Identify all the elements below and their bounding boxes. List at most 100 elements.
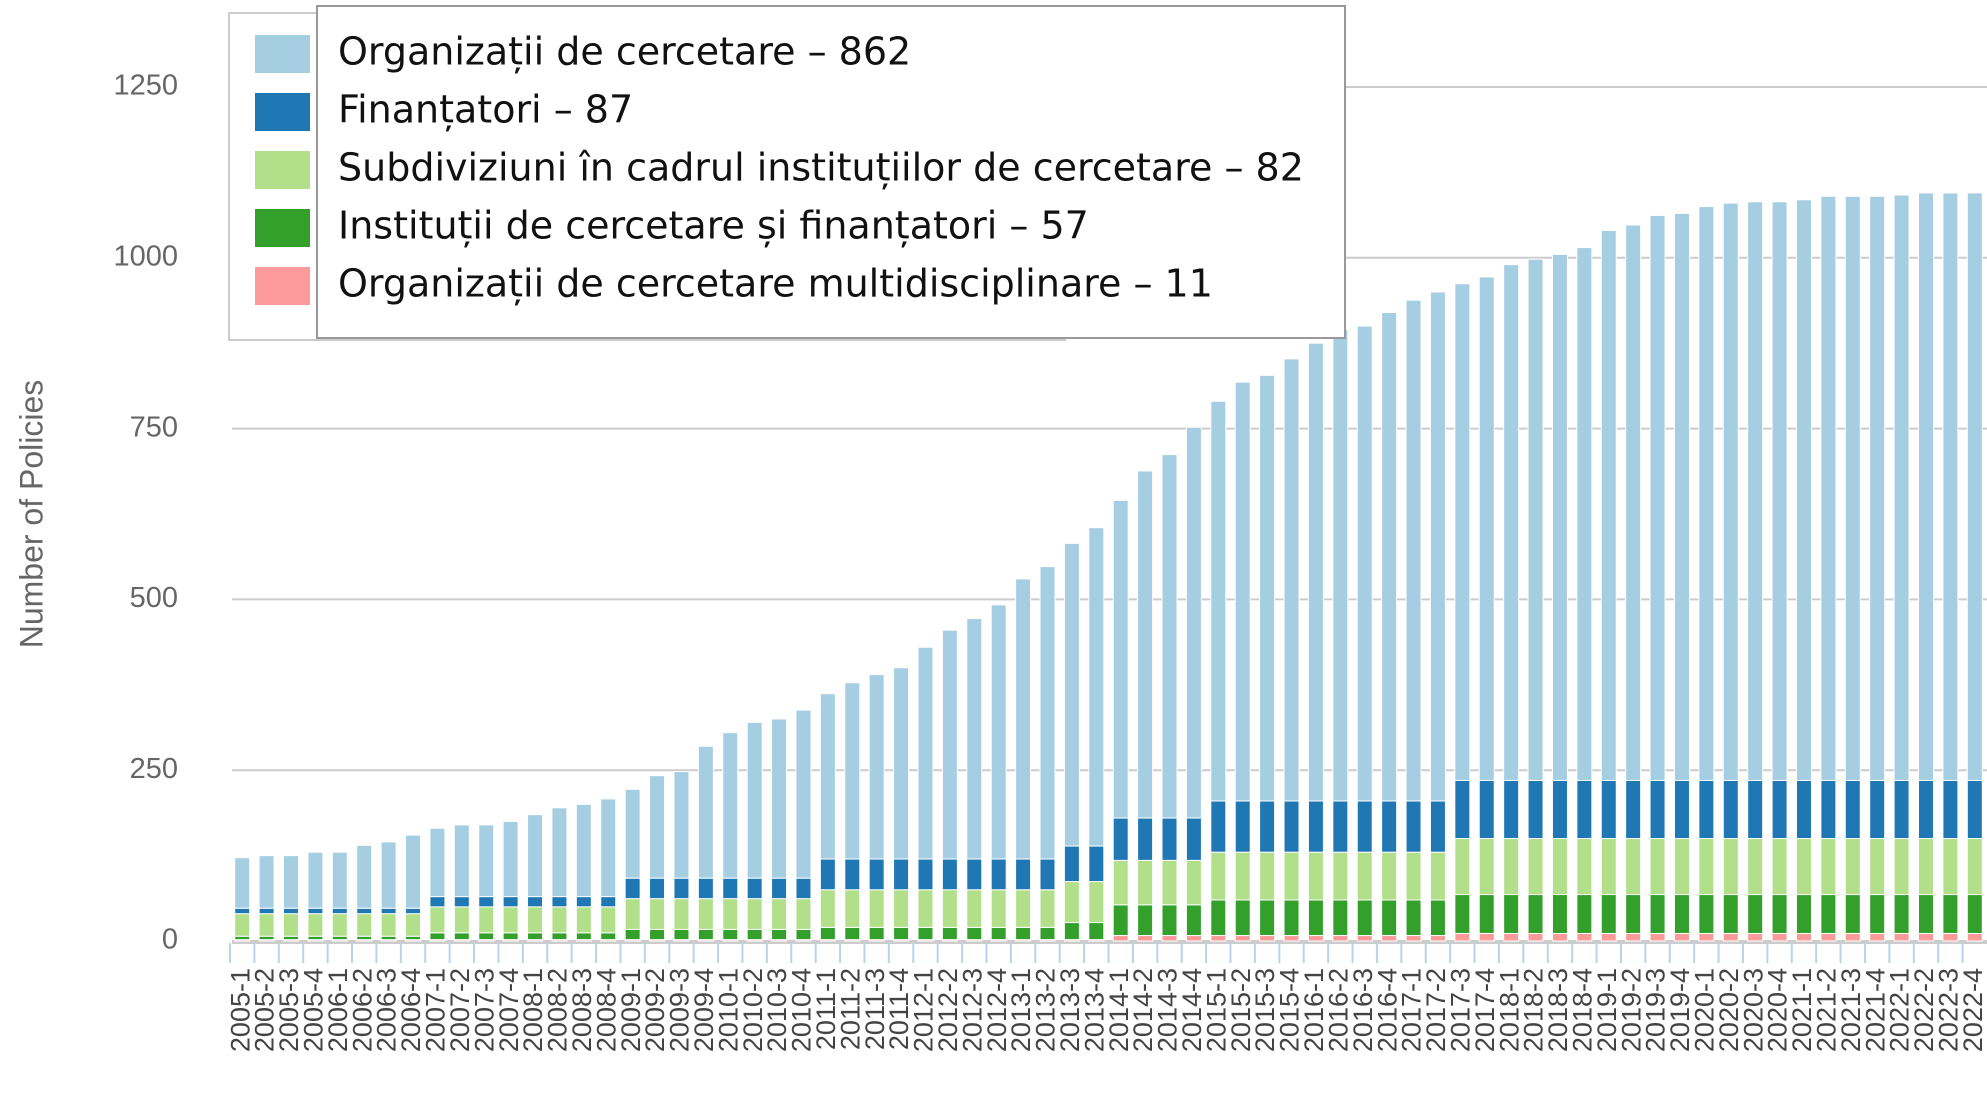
bar-segment	[1673, 779, 1690, 840]
bar-segment	[1015, 858, 1032, 891]
bar-segment	[1039, 858, 1056, 891]
bar-segment	[405, 907, 422, 915]
bar-segment	[1478, 932, 1495, 942]
bar-segment	[1820, 932, 1837, 942]
bar-segment	[551, 896, 568, 908]
x-tick-label: 2022-1	[1885, 968, 1915, 1052]
bar-segment	[1698, 894, 1715, 934]
legend-swatch	[255, 209, 310, 247]
bar-segment	[893, 889, 910, 928]
x-tick-label: 2014-3	[1153, 968, 1183, 1052]
bar-segment	[1283, 899, 1300, 937]
x-tick-label: 2010-3	[762, 968, 792, 1052]
x-tick-label: 2016-4	[1372, 968, 1402, 1052]
bar-segment	[1893, 838, 1910, 896]
bar-segment	[1063, 922, 1080, 941]
bar-segment	[1405, 800, 1422, 853]
bar-segment	[1503, 264, 1520, 781]
bar-segment	[990, 889, 1007, 928]
bar-segment	[1673, 838, 1690, 896]
bar-segment	[1917, 779, 1934, 840]
bar-segment	[746, 898, 763, 930]
bar-segment	[1551, 253, 1568, 781]
bar-segment	[453, 906, 470, 934]
bar-segment	[1576, 894, 1593, 934]
x-tick-label: 2008-1	[518, 968, 548, 1052]
x-tick-label: 2022-2	[1909, 968, 1939, 1052]
x-tick-label: 2005-1	[225, 968, 255, 1052]
bar-segment	[673, 898, 690, 930]
bar-segment	[1966, 932, 1983, 942]
x-tick-label: 2011-3	[860, 968, 890, 1050]
x-tick-label: 2018-1	[1494, 968, 1524, 1052]
bar-segment	[1137, 935, 1154, 942]
x-tick-label: 2007-3	[469, 968, 499, 1052]
bar-segment	[990, 858, 1007, 891]
bar-segment	[868, 889, 885, 928]
x-tick-label: 2009-4	[689, 968, 719, 1052]
bar-segment	[624, 877, 641, 900]
bar-segment	[1210, 851, 1227, 901]
x-tick-label: 2019-3	[1641, 968, 1671, 1052]
bar-segment	[1917, 838, 1934, 896]
bar-segment	[356, 913, 373, 937]
bar-segment	[283, 913, 300, 937]
bar-segment	[1625, 838, 1642, 896]
bar-segment	[405, 834, 422, 909]
bar-segment	[893, 667, 910, 860]
bar-segment	[1112, 904, 1129, 937]
x-tick-label: 2019-4	[1665, 968, 1695, 1052]
bar-segment	[331, 907, 348, 915]
x-tick-label: 2012-2	[933, 968, 963, 1052]
bar-segment	[1307, 851, 1324, 901]
bar-segment	[771, 898, 788, 930]
bar-segment	[1600, 838, 1617, 896]
bar-segment	[1185, 817, 1202, 861]
bar-segment	[1551, 779, 1568, 840]
bar-segment	[258, 855, 275, 909]
x-tick-label: 2014-4	[1177, 968, 1207, 1052]
bar-segment	[1649, 779, 1666, 840]
bar-segment	[1112, 859, 1129, 906]
bar-segment	[966, 618, 983, 860]
bar-segment	[966, 858, 983, 891]
bar-segment	[1137, 470, 1154, 819]
x-tick-label: 2021-3	[1836, 968, 1866, 1052]
bar-segment	[1869, 894, 1886, 934]
bar-segment	[819, 858, 836, 891]
bar-segment	[1088, 527, 1105, 847]
bar-segment	[1820, 195, 1837, 781]
bar-segment	[1966, 192, 1983, 781]
bar-segment	[1551, 838, 1568, 896]
bar-segment	[1747, 894, 1764, 934]
bar-segment	[722, 928, 739, 941]
bar-segment	[453, 932, 470, 941]
bar-segment	[1869, 779, 1886, 840]
bar-segment	[941, 889, 958, 928]
x-tick-label: 2012-4	[982, 968, 1012, 1052]
bar-segment	[1381, 800, 1398, 853]
bar-segment	[1259, 800, 1276, 853]
x-tick-label: 2009-3	[665, 968, 695, 1052]
legend-label: Subdiviziuni în cadrul instituțiilor de …	[338, 146, 1304, 190]
bar-segment	[697, 745, 714, 879]
bar-segment	[868, 926, 885, 941]
bar-segment	[405, 935, 422, 941]
bar-segment	[1844, 838, 1861, 896]
legend-entries: Organizații de cercetare – 862 Finanțator…	[255, 30, 1304, 306]
bar-segment	[893, 926, 910, 941]
bar-segment	[1527, 258, 1544, 781]
bar-segment	[1942, 838, 1959, 896]
bar-segment	[1429, 800, 1446, 853]
bar-segment	[356, 844, 373, 909]
x-tick-label: 2016-3	[1348, 968, 1378, 1052]
bar-segment	[1527, 838, 1544, 896]
bar-segment	[1161, 817, 1178, 861]
bar-segment	[478, 932, 495, 941]
bar-segment	[1747, 838, 1764, 896]
bar-segment	[1771, 838, 1788, 896]
bar-segment	[1722, 932, 1739, 942]
bar-segment	[380, 935, 397, 941]
bar-segment	[234, 913, 251, 937]
bar-segment	[819, 926, 836, 941]
